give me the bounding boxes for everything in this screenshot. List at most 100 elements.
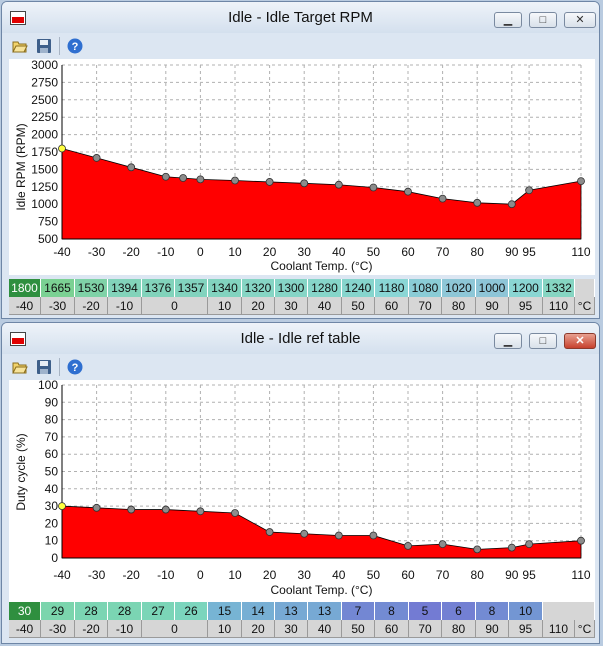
axis-cell[interactable]: -40 [9, 297, 41, 315]
value-cell[interactable]: 14 [242, 602, 275, 620]
axis-cell[interactable]: 110 [543, 620, 575, 638]
value-cell[interactable]: 1800 [9, 279, 41, 297]
axis-cell[interactable]: -30 [41, 620, 75, 638]
value-cell[interactable]: 6 [442, 602, 476, 620]
value-cell[interactable]: 8 [476, 602, 509, 620]
maximize-button[interactable]: □ [529, 12, 557, 28]
value-cell[interactable]: 13 [275, 602, 308, 620]
y-axis-label: Duty cycle (%) [14, 433, 28, 510]
axis-cell[interactable]: 90 [476, 620, 509, 638]
axis-cell[interactable]: 80 [442, 297, 476, 315]
axis-cell[interactable]: 95 [509, 297, 543, 315]
value-cell[interactable]: 26 [175, 602, 208, 620]
value-cell[interactable]: 7 [342, 602, 375, 620]
axis-cell[interactable]: -30 [41, 297, 75, 315]
axis-cell[interactable]: -20 [75, 297, 108, 315]
duty-cycle-chart[interactable]: 0 10 20 30 40 50 60 70 80 90 100 -40 -30 -20 -10 0 10 20 3… [9, 380, 595, 602]
axis-cell[interactable]: 95 [509, 620, 543, 638]
value-cell[interactable]: 1020 [442, 279, 476, 297]
axis-cell[interactable]: 80 [442, 620, 476, 638]
maximize-button[interactable]: □ [529, 333, 557, 349]
value-cell[interactable]: 1240 [342, 279, 375, 297]
value-cell[interactable]: 10 [509, 602, 543, 620]
axis-cell[interactable]: 30 [275, 620, 308, 638]
value-cell[interactable]: 1357 [175, 279, 208, 297]
value-cell[interactable]: 27 [142, 602, 175, 620]
axis-cell[interactable]: 0 [142, 620, 208, 638]
app-chart-icon [10, 332, 26, 346]
y-tick-label: 2750 [31, 75, 58, 89]
axis-cell[interactable]: 90 [476, 297, 509, 315]
y-tick-label: 2250 [31, 110, 58, 124]
data-point [265, 178, 274, 186]
value-cell[interactable]: 1080 [409, 279, 442, 297]
axis-cell[interactable]: 40 [308, 620, 342, 638]
y-tick-label: 60 [45, 447, 59, 461]
save-icon[interactable] [36, 38, 52, 54]
value-cell[interactable]: 1320 [242, 279, 275, 297]
axis-cell[interactable]: 20 [242, 620, 275, 638]
save-icon[interactable] [36, 359, 52, 375]
axis-cell[interactable]: 60 [375, 620, 409, 638]
axis-cell[interactable]: 10 [208, 297, 242, 315]
minimize-button[interactable]: ▁ [494, 333, 522, 349]
x-tick-label: 60 [401, 245, 415, 259]
x-tick-label: 10 [228, 568, 242, 582]
value-cell[interactable]: 1394 [108, 279, 142, 297]
title-bar[interactable]: Idle - Idle Target RPM ▁ □ ✕ [2, 2, 599, 33]
axis-cell[interactable]: -20 [75, 620, 108, 638]
value-cell[interactable]: 5 [409, 602, 442, 620]
axis-cell[interactable]: 50 [342, 297, 375, 315]
close-button[interactable]: ✕ [564, 333, 596, 349]
axis-cell[interactable]: 70 [409, 297, 442, 315]
value-cell[interactable]: 1280 [308, 279, 342, 297]
svg-text:?: ? [72, 362, 79, 374]
axis-cell[interactable]: 110 [543, 297, 575, 315]
close-button[interactable]: ✕ [564, 12, 596, 28]
minimize-button[interactable]: ▁ [494, 12, 522, 28]
x-tick-label: 60 [401, 568, 415, 582]
value-cell[interactable]: 1340 [208, 279, 242, 297]
axis-cell[interactable]: -10 [108, 297, 142, 315]
axis-cell[interactable]: 40 [308, 297, 342, 315]
data-point [127, 505, 136, 514]
value-cell[interactable]: 15 [208, 602, 242, 620]
value-cell[interactable]: 1530 [75, 279, 108, 297]
data-point [196, 175, 205, 184]
axis-cell[interactable]: 20 [242, 297, 275, 315]
temp-axis-row: -40 -30 -20 -10 0 10 20 30 40 50 60 70 80 90 95 110 °C [9, 620, 595, 638]
title-bar[interactable]: Idle - Idle ref table ▁ □ ✕ [2, 323, 599, 354]
value-cell[interactable]: 28 [108, 602, 142, 620]
x-tick-label: 95 [522, 568, 536, 582]
value-cell[interactable]: 1665 [41, 279, 75, 297]
data-point [525, 540, 533, 549]
axis-cell[interactable]: 50 [342, 620, 375, 638]
x-tick-label: 0 [197, 568, 204, 582]
value-cell[interactable]: 29 [41, 602, 75, 620]
minimize-icon: ▁ [503, 14, 513, 26]
value-cell[interactable]: 1376 [142, 279, 175, 297]
rpm-chart[interactable]: 500 750 1000 1250 1500 1750 2000 2250 2500 2750 30… [9, 59, 595, 275]
value-cell[interactable]: 1300 [275, 279, 308, 297]
axis-cell[interactable]: -10 [108, 620, 142, 638]
data-point [369, 183, 378, 192]
axis-cell[interactable]: 30 [275, 297, 308, 315]
value-cell[interactable]: 1180 [375, 279, 409, 297]
value-cell[interactable]: 13 [308, 602, 342, 620]
axis-cell[interactable]: -40 [9, 620, 41, 638]
help-icon[interactable]: ? [67, 359, 83, 375]
axis-cell[interactable]: 10 [208, 620, 242, 638]
value-cell[interactable]: 30 [9, 602, 41, 620]
open-folder-icon[interactable] [12, 359, 28, 375]
x-tick-label: 95 [522, 245, 536, 259]
axis-cell[interactable]: 0 [142, 297, 208, 315]
value-cell[interactable]: 1332 [543, 279, 575, 297]
help-icon[interactable]: ? [67, 38, 83, 54]
open-folder-icon[interactable] [12, 38, 28, 54]
value-cell[interactable]: 1200 [509, 279, 543, 297]
value-cell[interactable]: 8 [375, 602, 409, 620]
axis-cell[interactable]: 70 [409, 620, 442, 638]
value-cell[interactable]: 28 [75, 602, 108, 620]
axis-cell[interactable]: 60 [375, 297, 409, 315]
value-cell[interactable]: 1000 [476, 279, 509, 297]
